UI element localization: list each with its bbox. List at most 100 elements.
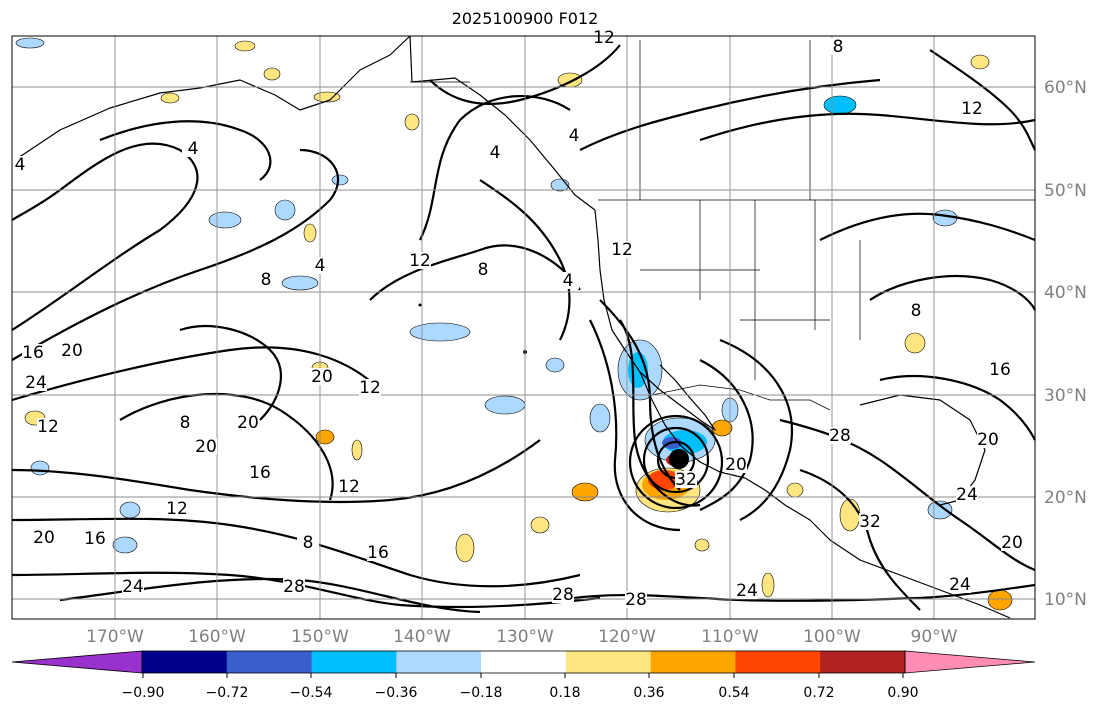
contour-label: 28: [625, 590, 647, 610]
contour-label: 20: [725, 455, 747, 475]
contour-label-bg: [195, 438, 217, 455]
contour-label-bg: [9, 156, 31, 173]
colorbar-outline: [141, 650, 906, 674]
contour-label-bg: [61, 342, 83, 359]
shade-patch: [545, 357, 565, 373]
shade-patch: [112, 536, 138, 554]
shade-patch: [263, 67, 281, 81]
contour-label-bg: [174, 414, 196, 431]
contour-label-bg: [989, 361, 1011, 378]
contour-label: 4: [315, 256, 326, 276]
longitude-label: 160°W: [188, 627, 246, 647]
contour-label: 8: [261, 270, 272, 290]
plot-title: 2025100900 F012: [451, 9, 599, 28]
cyclone-center: [669, 449, 689, 469]
contour-label-bg: [409, 252, 431, 269]
longitude-label: 100°W: [803, 627, 861, 647]
contour-label: 20: [33, 528, 55, 548]
contour-label-bg: [977, 431, 999, 448]
contour-label-bg: [961, 100, 983, 117]
contour-label: 24: [949, 575, 971, 595]
longitude-label: 170°W: [86, 627, 144, 647]
contour-label: 16: [249, 463, 271, 483]
contour-label: 16: [989, 360, 1011, 380]
colorbar-tick-label: −0.90: [122, 685, 165, 701]
contour-label-bg: [182, 140, 204, 157]
contour-label: 20: [237, 413, 259, 433]
contour-label: 32: [859, 512, 881, 532]
colorbar: [11, 650, 1036, 674]
contour-label-bg: [367, 544, 389, 561]
latitude-label: 40°N: [1044, 283, 1087, 303]
contour-label-bg: [827, 38, 849, 55]
colorbar-cell: [650, 651, 736, 673]
shade-patch: [30, 460, 50, 476]
contour-label-bg: [949, 576, 971, 593]
colorbar-tick-label: 0.36: [633, 685, 664, 701]
shade-patch: [904, 332, 926, 354]
contour-label: 20: [195, 437, 217, 457]
contour-label: 24: [122, 577, 144, 597]
contour-label-bg: [1001, 534, 1023, 551]
contour-label: 12: [961, 99, 983, 119]
shade-patch: [589, 403, 611, 433]
shade-patch: [274, 199, 296, 221]
shade-patch: [315, 429, 335, 445]
shade-patch: [351, 439, 363, 461]
contour-label: 4: [563, 271, 574, 291]
shade-patch: [409, 322, 471, 342]
shade-patch: [313, 91, 341, 103]
contour-label-bg: [309, 257, 331, 274]
shade-patch: [404, 113, 420, 131]
colorbar-cell: [142, 651, 228, 673]
contour-label-bg: [237, 414, 259, 431]
longitude-axis: 170°W 160°W 150°W 140°W 130°W 120°W 110°W 100°W…: [86, 627, 958, 647]
contour-label: 4: [188, 139, 199, 159]
contour-label-bg: [557, 272, 579, 289]
contour-label: 8: [303, 533, 314, 553]
colorbar-cell: [481, 651, 567, 673]
longitude-label: 140°W: [393, 627, 451, 647]
contour-label-bg: [297, 534, 319, 551]
contour-label-bg: [484, 144, 506, 161]
shade-patch: [530, 516, 550, 534]
contour-label: 28: [283, 577, 305, 597]
contour-label: 24: [956, 485, 978, 505]
map-frame: [11, 35, 1036, 620]
height-contours: [11, 44, 1036, 614]
island-dot: [418, 303, 422, 307]
contour-label: 20: [977, 430, 999, 450]
colorbar-ticks: −0.90 −0.72 −0.54 −0.36 −0.18 0.18 0.36 0.54 0.7…: [122, 673, 919, 701]
contour-label: 20: [1001, 533, 1023, 553]
contour-label-bg: [625, 591, 647, 608]
contour-label-bg: [359, 379, 381, 396]
contour-label: 12: [359, 378, 381, 398]
shade-patch: [786, 482, 804, 498]
colorbar-cell: [311, 651, 397, 673]
contour-label-bg: [563, 127, 585, 144]
contour-label-bg: [736, 582, 758, 599]
contour-label-bg: [338, 478, 360, 495]
contour-label-bg: [552, 586, 574, 603]
shade-patch: [694, 538, 710, 552]
graticule: [12, 36, 1035, 619]
coastline-west-coast: [594, 209, 1011, 619]
shade-patch: [823, 95, 857, 115]
shade-patch: [761, 572, 775, 598]
contour-label: 4: [15, 155, 26, 175]
contour-label: 4: [490, 143, 501, 163]
contour-label: 20: [61, 341, 83, 361]
shade-patch: [119, 501, 141, 519]
latitude-label: 30°N: [1044, 386, 1087, 406]
colorbar-cell: [226, 651, 313, 673]
colorbar-tick-label: 0.72: [803, 685, 834, 701]
contour-label-bg: [249, 464, 271, 481]
contour-label: 28: [829, 426, 851, 446]
contour-label-bg: [22, 344, 44, 361]
contour-label-bg: [283, 578, 305, 595]
shade-patch: [160, 92, 180, 104]
contour-label: 16: [367, 543, 389, 563]
contour-label-bg: [25, 374, 47, 391]
colorbar-tick-label: −0.72: [206, 685, 249, 701]
contour-label-bg: [611, 241, 633, 258]
